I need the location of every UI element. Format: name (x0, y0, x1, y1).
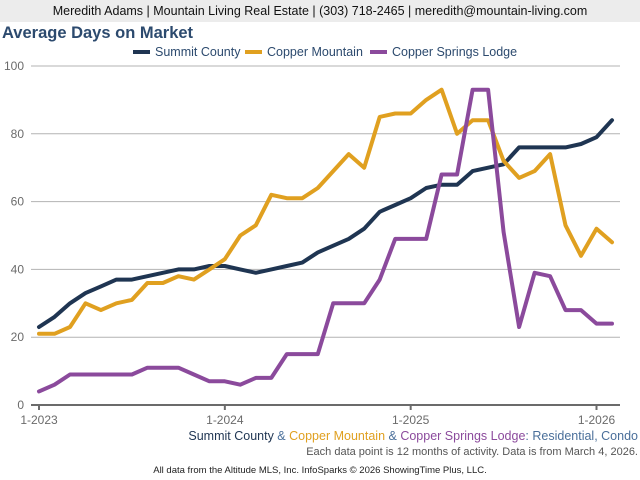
chart-subtitle: Summit County & Copper Mountain & Copper… (188, 429, 638, 443)
y-tick-label: 100 (4, 59, 24, 73)
y-tick-label: 0 (17, 398, 24, 412)
data-source-footer: All data from the Altitude MLS, Inc. Inf… (153, 465, 487, 476)
series-summit-county (37, 118, 614, 329)
x-tick-label: 1-2026 (578, 413, 616, 427)
series-copper-springs-lodge (37, 87, 614, 394)
series-line-summit-county (37, 118, 614, 329)
series-lines (37, 87, 614, 394)
legend-label-copper-springs-lodge: Copper Springs Lodge (392, 45, 518, 59)
legend-label-copper-mountain: Copper Mountain (267, 45, 363, 59)
x-tick-label: 1-2025 (392, 413, 430, 427)
series-copper-mountain (37, 87, 614, 336)
subtitle-separator: & (273, 429, 290, 443)
subtitle-copper-mountain: Copper Mountain (289, 429, 386, 443)
legend-swatch-copper-springs-lodge (370, 49, 387, 54)
chart-legend: Summit County Copper Mountain Copper Spr… (0, 44, 640, 62)
y-tick-label: 60 (11, 195, 25, 209)
contact-line: Meredith Adams | Mountain Living Real Es… (52, 4, 588, 18)
contact-header: Meredith Adams | Mountain Living Real Es… (0, 0, 640, 22)
x-tick-label: 1-2024 (206, 413, 244, 427)
legend-item-summit-county[interactable]: Summit County (133, 45, 240, 59)
subtitle-property-types: : Residential, Condo (525, 429, 638, 443)
y-tick-label: 40 (11, 262, 25, 276)
chart-title: Average Days on Market (2, 24, 194, 42)
series-line-copper-springs-lodge (37, 87, 614, 394)
legend-label-summit-county: Summit County (155, 45, 241, 59)
y-axis-ticks: 0 20 40 60 80 100 (4, 59, 24, 412)
legend-swatch-copper-mountain (245, 49, 262, 54)
y-tick-label: 20 (11, 330, 25, 344)
gridlines (31, 65, 620, 338)
subtitle-separator: & (385, 429, 401, 443)
x-tick-label: 1-2023 (20, 413, 58, 427)
subtitle-summit-county: Summit County (188, 429, 274, 443)
legend-item-copper-mountain[interactable]: Copper Mountain (245, 45, 363, 59)
legend-swatch-summit-county (133, 49, 150, 54)
series-line-copper-mountain (37, 87, 614, 336)
y-tick-label: 80 (11, 127, 25, 141)
x-axis: 1-2023 1-2024 1-2025 1-2026 (20, 404, 620, 427)
legend-item-copper-springs-lodge[interactable]: Copper Springs Lodge (370, 45, 517, 59)
subtitle-copper-springs-lodge: Copper Springs Lodge (400, 429, 526, 443)
data-note: Each data point is 12 months of activity… (306, 446, 638, 458)
